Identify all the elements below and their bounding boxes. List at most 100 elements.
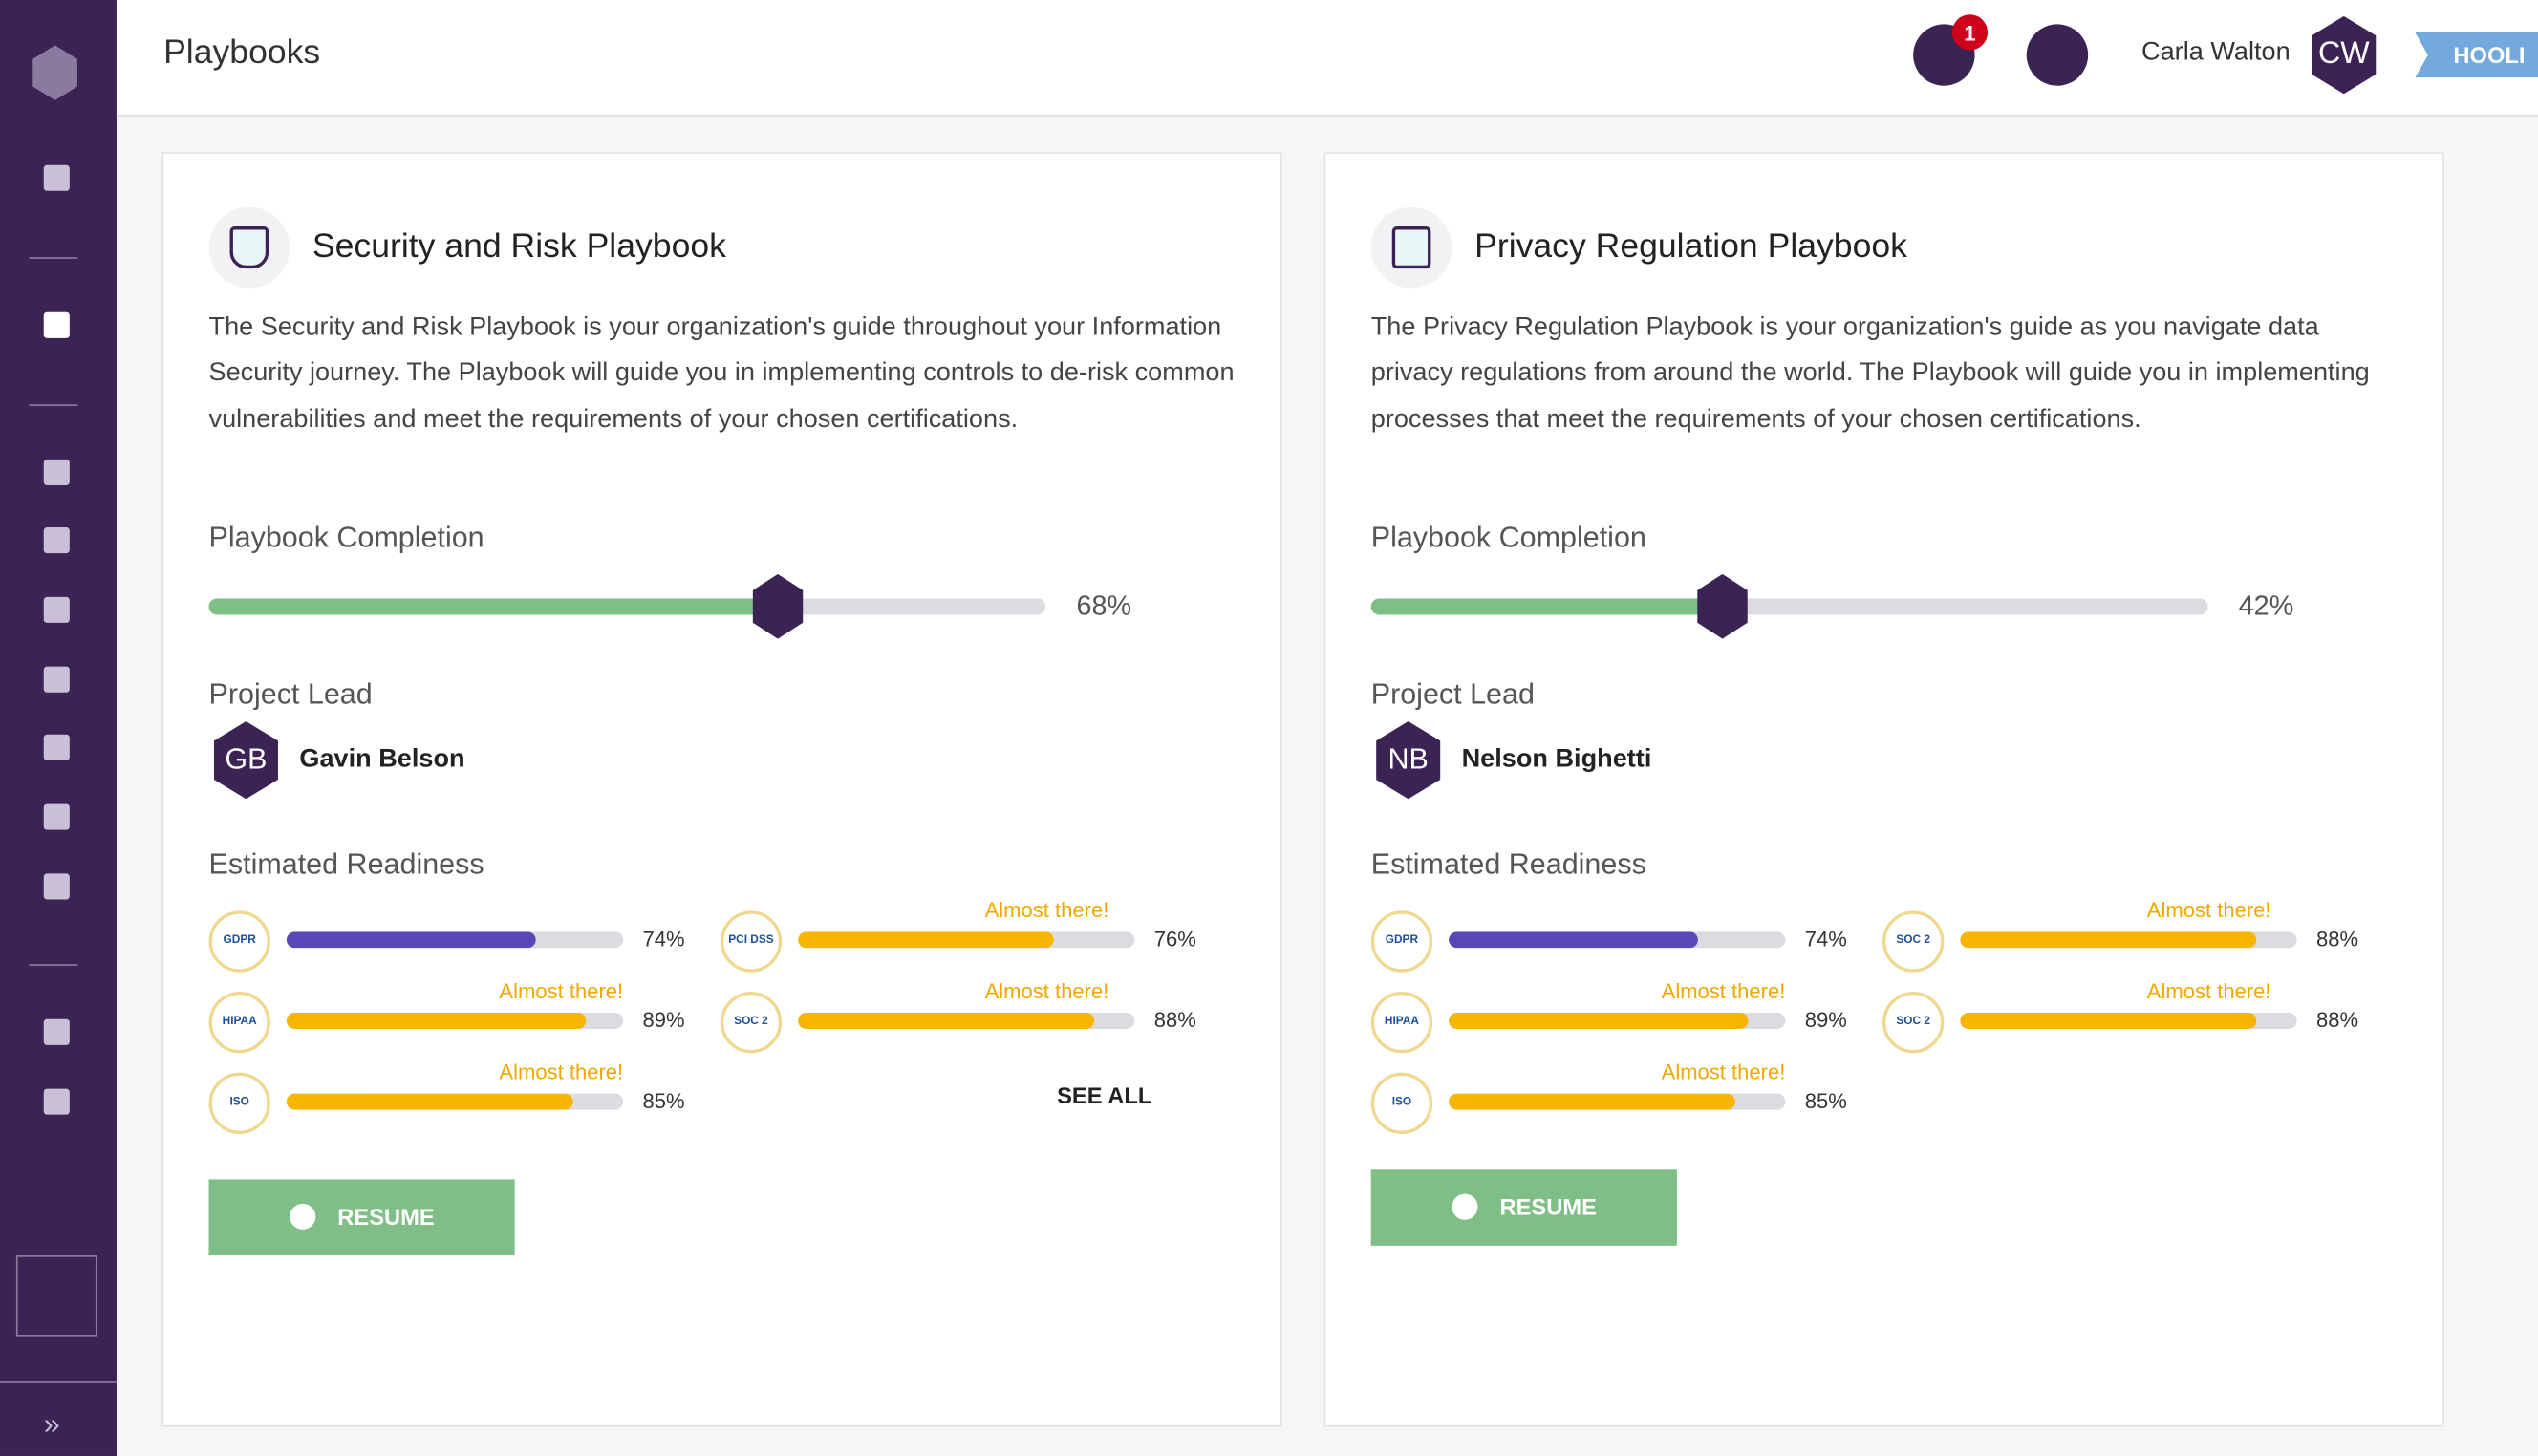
readiness-label: 85% (642, 1088, 685, 1113)
readiness-bar (798, 931, 1054, 949)
separator (0, 1381, 117, 1383)
readiness-label: 89% (1804, 1007, 1847, 1033)
resume-text: RESUME (337, 1204, 435, 1231)
completion-bar (208, 598, 778, 615)
readiness-note: Almost there! (984, 897, 1109, 922)
resume-button[interactable]: RESUME (208, 1179, 515, 1255)
completion-label: 68% (1076, 589, 1132, 622)
readiness-label: 88% (2315, 1007, 2359, 1033)
top-bar: Playbooks 1 Carla Walton CW HOOLI (116, 0, 2538, 117)
readiness-heading: Estimated Readiness (208, 847, 484, 880)
readiness-track (1449, 1093, 1786, 1110)
readiness-heading: Estimated Readiness (1370, 847, 1646, 880)
playbook-card: Security and Risk Playbook The Security a… (161, 152, 1282, 1427)
card-title: Privacy Regulation Playbook (1370, 205, 2398, 289)
card-title-text: Security and Risk Playbook (312, 227, 726, 266)
readiness-track (286, 1012, 624, 1029)
completion: 68% (208, 565, 1236, 649)
lead-avatar: NB (1376, 721, 1441, 800)
certification-badge: GDPR (208, 910, 270, 973)
certification-badge: SOC 2 (1882, 991, 1945, 1054)
playbook-card: Privacy Regulation Playbook The Privacy R… (1323, 152, 2444, 1427)
readiness-grid: GDPR 74% HIPAA 89% Almost there! ISO 85% Almost… (208, 897, 1236, 1144)
user-avatar[interactable]: CW (2312, 15, 2377, 95)
logo[interactable] (32, 45, 77, 100)
readiness-bar (286, 1093, 573, 1110)
certification-badge: HIPAA (208, 991, 270, 1054)
lead-name: Gavin Belson (299, 745, 465, 774)
tenant-label: HOOLI (2415, 32, 2538, 78)
lead-name: Nelson Bighetti (1461, 745, 1652, 774)
separator (29, 964, 78, 966)
readiness-label: 76% (1153, 927, 1196, 952)
card-title: Security and Risk Playbook (208, 205, 1236, 289)
readiness-note: Almost there! (1661, 978, 1786, 1003)
readiness-bar (1960, 931, 2257, 949)
shield-icon (1391, 226, 1431, 269)
readiness-label: 74% (1804, 927, 1847, 952)
readiness-bar (798, 1012, 1095, 1029)
search-button[interactable] (2026, 24, 2089, 86)
readiness-note: Almost there! (984, 978, 1109, 1003)
readiness-track (1960, 1012, 2297, 1029)
resume-text: RESUME (1499, 1194, 1597, 1221)
readiness-track (1449, 931, 1786, 949)
project-lead: GB Gavin Belson (209, 721, 1236, 800)
see-all-link[interactable]: SEE ALL (1057, 1081, 1152, 1108)
readiness-item: SOC 2 88% Almost there! (1882, 897, 2368, 982)
nav-policies[interactable] (43, 596, 70, 623)
resume-button[interactable]: RESUME (1370, 1169, 1677, 1246)
nav-organization[interactable] (43, 666, 70, 693)
separator (29, 404, 78, 407)
completion-thumb (1697, 573, 1748, 639)
readiness-bar (1449, 931, 1698, 949)
completion: 42% (1370, 565, 2398, 649)
readiness-item: HIPAA 89% Almost there! (1370, 978, 1882, 1063)
completion-heading: Playbook Completion (1370, 521, 1646, 553)
readiness-item: PCI DSS 76% Almost there! (720, 897, 1206, 982)
card-icon (208, 206, 290, 289)
completion-track (208, 598, 1046, 615)
completion-bar (1370, 598, 1723, 615)
sidebar: » (0, 0, 117, 1456)
readiness-note: Almost there! (499, 978, 624, 1003)
notification-count: 1 (1951, 14, 1989, 51)
user-name[interactable]: Carla Walton (2141, 38, 2291, 67)
nav-people[interactable] (43, 873, 70, 900)
page-title: Playbooks (163, 33, 321, 72)
readiness-label: 88% (1153, 1007, 1196, 1033)
readiness-item: SOC 2 88% Almost there! (720, 978, 1206, 1063)
completion-track (1370, 598, 2208, 615)
play-icon (289, 1204, 315, 1231)
play-icon (1451, 1194, 1477, 1221)
readiness-label: 88% (2315, 927, 2359, 952)
card-title-text: Privacy Regulation Playbook (1474, 227, 1907, 266)
lead-heading: Project Lead (208, 677, 373, 711)
readiness-note: Almost there! (2146, 978, 2271, 1003)
readiness-label: 85% (1804, 1088, 1847, 1113)
readiness-track (286, 931, 624, 949)
nav-vendors[interactable] (43, 734, 70, 760)
nav-settings[interactable] (43, 527, 70, 554)
eject-button[interactable] (15, 1255, 97, 1337)
readiness-bar (1449, 1093, 1735, 1110)
nav-dashboard[interactable] (43, 164, 70, 191)
nav-audit[interactable] (43, 1018, 70, 1045)
nav-documents[interactable] (43, 459, 70, 485)
project-lead: NB Nelson Bighetti (1371, 721, 2398, 800)
readiness-item: HIPAA 89% Almost there! (208, 978, 721, 1063)
nav-files[interactable] (43, 1088, 70, 1115)
nav-playbooks[interactable] (43, 311, 70, 338)
lead-heading: Project Lead (1370, 677, 1535, 711)
expand-button[interactable]: » (43, 1407, 60, 1441)
certification-badge: ISO (208, 1072, 270, 1134)
readiness-grid: GDPR 74% HIPAA 89% Almost there! ISO 85% Almost… (1370, 897, 2398, 1144)
certification-badge: HIPAA (1370, 991, 1433, 1054)
readiness-bar (286, 931, 536, 949)
completion-label: 42% (2238, 589, 2294, 622)
nav-store[interactable] (43, 803, 70, 830)
readiness-bar (1449, 1012, 1749, 1029)
readiness-note: Almost there! (2146, 897, 2271, 922)
